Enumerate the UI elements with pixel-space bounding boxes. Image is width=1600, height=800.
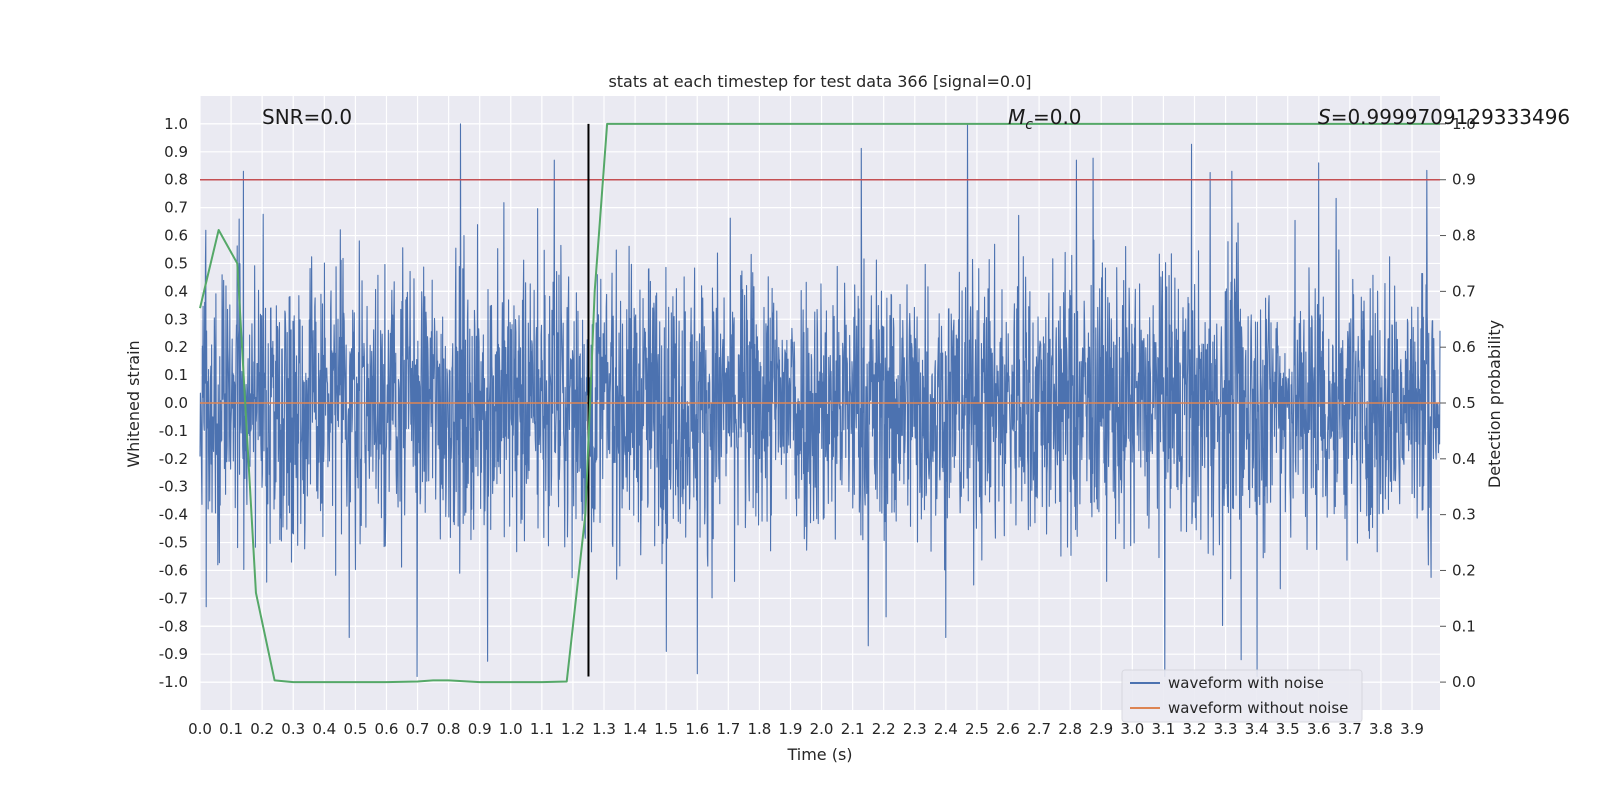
- y2-tick-label: 0.4: [1452, 450, 1476, 468]
- legend-box: [1121, 669, 1363, 723]
- y2-tick-label: 0.5: [1452, 394, 1476, 412]
- x-tick-label: 3.0: [1120, 720, 1144, 738]
- x-tick-label: 1.0: [499, 720, 523, 738]
- x-tick-label: 1.6: [685, 720, 709, 738]
- y-tick-label: 0.7: [164, 199, 188, 217]
- x-tick-label: 0.3: [281, 720, 305, 738]
- mc-value: =0.0: [1033, 105, 1082, 129]
- x-tick-label: 1.5: [654, 720, 678, 738]
- x-tick-label: 1.3: [592, 720, 616, 738]
- y-tick-label: -0.1: [159, 422, 188, 440]
- y-tick-labels: 1.0 0.9 0.8 0.7 0.6 0.5 0.4 0.3 0.2 0.1 0.0 -0.1 -0.…: [159, 115, 188, 691]
- x-tick-label: 1.8: [747, 720, 771, 738]
- y-tick-label: 0.2: [164, 338, 188, 356]
- probability-series: [199, 122, 1440, 684]
- x-tick-label: 2.1: [841, 720, 865, 738]
- y-tick-label: -0.5: [159, 534, 188, 552]
- x-tick-label: 0.1: [219, 720, 243, 738]
- legend-label-clean: waveform without noise: [1168, 699, 1348, 717]
- y2-tick-label: 0.2: [1452, 561, 1476, 579]
- s-value: =0.9999709129333496: [1331, 105, 1570, 129]
- x-tick-label: 2.4: [934, 720, 958, 738]
- y2-tick-label: 1.0: [1452, 115, 1476, 133]
- x-tick-labels: 0.0 0.1 0.2 0.3 0.4 0.5 0.6 0.7 0.8 0.9 1.0 1.1 1.2 1…: [188, 720, 1424, 738]
- y-tick-label: 0.5: [164, 254, 188, 272]
- x-tick-label: 2.0: [810, 720, 834, 738]
- x-tick-label: 0.4: [312, 720, 336, 738]
- x-tick-label: 3.2: [1183, 720, 1207, 738]
- x-tick-label: 3.9: [1400, 720, 1424, 738]
- y2-tick-label: 0.3: [1452, 506, 1476, 524]
- x-tick-label: 2.7: [1027, 720, 1051, 738]
- y-tick-label: 0.1: [164, 366, 188, 384]
- y-tick-label: -0.4: [159, 506, 188, 524]
- y-tick-label: 0.0: [164, 394, 188, 412]
- noise-series: [199, 123, 1441, 678]
- y2-tick-label: 0.8: [1452, 227, 1476, 245]
- y-tick-label: 1.0: [164, 115, 188, 133]
- x-tick-label: 0.7: [406, 720, 430, 738]
- y2-tick-label: 0.1: [1452, 617, 1476, 635]
- probability-series-line: [199, 122, 1440, 684]
- y-tick-label: 0.9: [164, 143, 188, 161]
- y-tick-label: 0.6: [164, 227, 188, 245]
- x-tick-label: 3.1: [1151, 720, 1175, 738]
- snr-annotation: SNR=0.0: [262, 105, 352, 129]
- y2-tick-label: 0.7: [1452, 282, 1476, 300]
- y-axis-label: Whitened strain: [124, 340, 143, 467]
- x-tick-label: 3.5: [1276, 720, 1300, 738]
- x-tick-label: 0.8: [437, 720, 461, 738]
- x-tick-label: 2.5: [965, 720, 989, 738]
- y-tick-label: -0.6: [159, 561, 188, 579]
- x-tick-label: 2.8: [1058, 720, 1082, 738]
- legend: waveform with noise waveform without noi…: [1121, 669, 1363, 723]
- x-tick-label: 1.1: [530, 720, 554, 738]
- x-tick-label: 1.4: [623, 720, 647, 738]
- x-tick-label: 3.4: [1245, 720, 1269, 738]
- x-tick-label: 3.3: [1214, 720, 1238, 738]
- y-tick-label: -0.8: [159, 617, 188, 635]
- x-tick-label: 0.6: [375, 720, 399, 738]
- y-tick-label: -0.3: [159, 478, 188, 496]
- x-tick-label: 2.6: [996, 720, 1020, 738]
- y2-tick-labels: 1.0 0.9 0.8 0.7 0.6 0.5 0.4 0.3 0.2 0.1 0.0: [1440, 115, 1476, 691]
- y-tick-label: -0.7: [159, 589, 188, 607]
- x-tick-label: 2.3: [903, 720, 927, 738]
- mc-subscript: c: [1025, 117, 1033, 133]
- y2-tick-label: 0.0: [1452, 673, 1476, 691]
- y-tick-label: 0.3: [164, 310, 188, 328]
- x-tick-label: 1.9: [779, 720, 803, 738]
- x-axis-label: Time (s): [786, 745, 852, 764]
- y-tick-label: -0.2: [159, 450, 188, 468]
- x-tick-label: 0.0: [188, 720, 212, 738]
- s-annotation: S=0.9999709129333496: [1318, 105, 1570, 129]
- y-tick-label: 0.8: [164, 171, 188, 189]
- s-symbol: S: [1318, 105, 1331, 129]
- noise-series-line: [199, 123, 1441, 678]
- x-tick-label: 2.9: [1089, 720, 1113, 738]
- mc-symbol: M: [1008, 105, 1025, 129]
- x-tick-label: 3.6: [1307, 720, 1331, 738]
- x-tick-label: 1.7: [716, 720, 740, 738]
- x-tick-label: 0.9: [468, 720, 492, 738]
- y2-axis-label: Detection probability: [1485, 320, 1504, 488]
- y-tick-label: -1.0: [159, 673, 188, 691]
- legend-label-noise: waveform with noise: [1168, 674, 1324, 692]
- x-tick-label: 2.2: [872, 720, 896, 738]
- y2-tick-label: 0.6: [1452, 338, 1476, 356]
- y2-tick-label: 0.9: [1452, 171, 1476, 189]
- mc-annotation: Mc=0.0: [1008, 105, 1082, 133]
- x-tick-label: 1.2: [561, 720, 585, 738]
- x-tick-label: 3.7: [1338, 720, 1362, 738]
- chart-title: stats at each timestep for test data 366…: [608, 72, 1031, 91]
- y-tick-label: -0.9: [159, 645, 188, 663]
- x-tick-label: 0.5: [343, 720, 367, 738]
- y-tick-label: 0.4: [164, 282, 188, 300]
- x-tick-label: 3.8: [1369, 720, 1393, 738]
- x-tick-label: 0.2: [250, 720, 274, 738]
